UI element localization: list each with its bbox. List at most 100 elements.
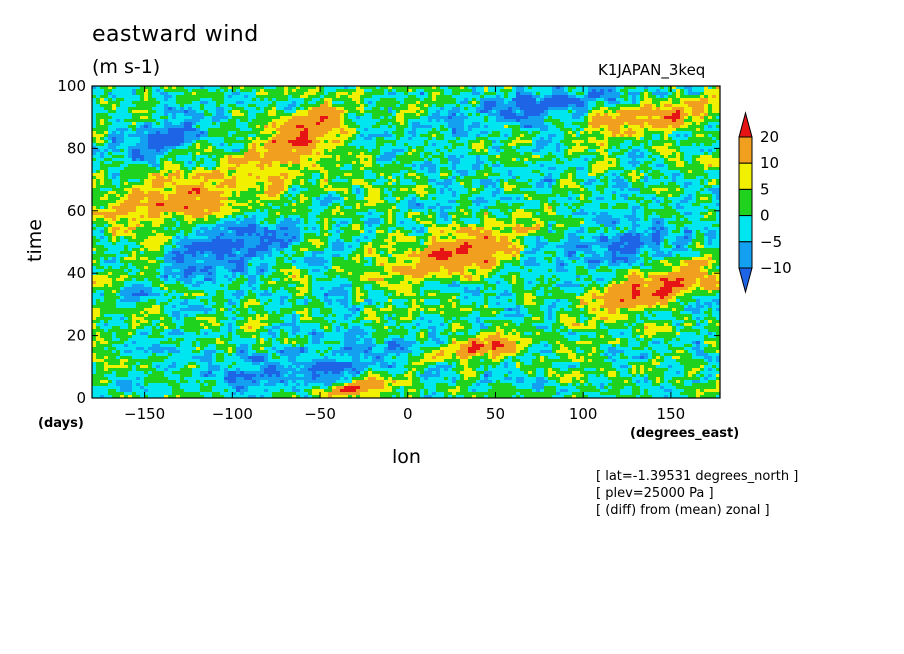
heatmap-cell	[340, 179, 345, 183]
heatmap-cell	[344, 158, 349, 162]
heatmap-cell	[692, 131, 697, 135]
heatmap-cell	[508, 125, 513, 129]
heatmap-cell	[176, 161, 181, 165]
heatmap-cell	[100, 149, 105, 153]
heatmap-cell	[384, 170, 389, 174]
heatmap-cell	[184, 164, 189, 168]
heatmap-cell	[212, 155, 217, 159]
heatmap-cell	[108, 131, 113, 135]
heatmap-cell	[184, 134, 189, 138]
heatmap-cell	[492, 86, 497, 90]
heatmap-cell	[524, 170, 529, 174]
heatmap-cell	[216, 176, 221, 180]
heatmap-cell	[656, 110, 661, 114]
heatmap-cell	[680, 155, 685, 159]
heatmap-cell	[564, 101, 569, 105]
heatmap-cell	[176, 131, 181, 135]
heatmap-cell	[516, 161, 521, 165]
heatmap-cell	[604, 131, 609, 135]
heatmap-cell	[176, 155, 181, 159]
heatmap-cell	[432, 86, 437, 90]
heatmap-cell	[240, 110, 245, 114]
heatmap-cell	[360, 104, 365, 108]
heatmap-cell	[112, 119, 117, 123]
heatmap-cell	[568, 167, 573, 171]
heatmap-cell	[492, 170, 497, 174]
heatmap-cell	[196, 176, 201, 180]
heatmap-cell	[588, 128, 593, 132]
heatmap-cell	[636, 95, 641, 99]
heatmap-cell	[408, 140, 413, 144]
heatmap-cell	[236, 86, 241, 90]
heatmap-cell	[184, 176, 189, 180]
heatmap-cell	[308, 149, 313, 153]
heatmap-cell	[192, 158, 197, 162]
heatmap-cell	[496, 98, 501, 102]
heatmap-cell	[332, 131, 337, 135]
heatmap-cell	[488, 152, 493, 156]
heatmap-cell	[116, 146, 121, 150]
heatmap-cell	[148, 128, 153, 132]
heatmap-cell	[676, 92, 681, 96]
heatmap-cell	[292, 122, 297, 126]
heatmap-cell	[664, 146, 669, 150]
heatmap-cell	[156, 104, 161, 108]
heatmap-cell	[588, 143, 593, 147]
heatmap-cell	[608, 149, 613, 153]
heatmap-cell	[364, 128, 369, 132]
heatmap-cell	[164, 101, 169, 105]
heatmap-cell	[124, 155, 129, 159]
heatmap-cell	[268, 89, 273, 93]
heatmap-cell	[664, 152, 669, 156]
heatmap-cell	[404, 140, 409, 144]
heatmap-cell	[404, 92, 409, 96]
heatmap-cell	[336, 107, 341, 111]
heatmap-cell	[96, 140, 101, 144]
heatmap-cell	[304, 155, 309, 159]
heatmap-cell	[516, 149, 521, 153]
heatmap-cell	[656, 104, 661, 108]
heatmap-cell	[296, 95, 301, 99]
heatmap-cell	[712, 146, 717, 150]
heatmap-cell	[660, 167, 665, 171]
heatmap-cell	[572, 134, 577, 138]
heatmap-cell	[344, 122, 349, 126]
heatmap-cell	[388, 140, 393, 144]
heatmap-cell	[268, 92, 273, 96]
heatmap-cell	[536, 122, 541, 126]
heatmap-cell	[212, 95, 217, 99]
heatmap-cell	[124, 149, 129, 153]
heatmap-cell	[700, 104, 705, 108]
heatmap-cell	[296, 128, 301, 132]
heatmap-cell	[680, 164, 685, 168]
heatmap-cell	[244, 164, 249, 168]
heatmap-cell	[712, 134, 717, 138]
heatmap-cell	[304, 128, 309, 132]
heatmap-cell	[640, 149, 645, 153]
heatmap-cell	[516, 167, 521, 171]
heatmap-cell	[532, 137, 537, 141]
heatmap-cell	[480, 161, 485, 165]
heatmap-cell	[248, 119, 253, 123]
heatmap-cell	[684, 113, 689, 117]
heatmap-cell	[704, 119, 709, 123]
heatmap-cell	[336, 86, 341, 90]
heatmap-cell	[208, 86, 213, 90]
heatmap-cell	[460, 125, 465, 129]
heatmap-cell	[644, 101, 649, 105]
heatmap-cell	[104, 134, 109, 138]
heatmap-cell	[708, 125, 713, 129]
heatmap-cell	[132, 86, 137, 90]
heatmap-cell	[664, 176, 669, 180]
heatmap-cell	[404, 143, 409, 147]
heatmap-cell	[688, 86, 693, 90]
heatmap-cell	[168, 152, 173, 156]
heatmap-cell	[288, 131, 293, 135]
heatmap-cell	[92, 107, 97, 111]
heatmap-cell	[356, 152, 361, 156]
heatmap-cell	[644, 98, 649, 102]
heatmap-cell	[416, 161, 421, 165]
heatmap-cell	[508, 155, 513, 159]
heatmap-cell	[452, 104, 457, 108]
heatmap-cell	[316, 137, 321, 141]
